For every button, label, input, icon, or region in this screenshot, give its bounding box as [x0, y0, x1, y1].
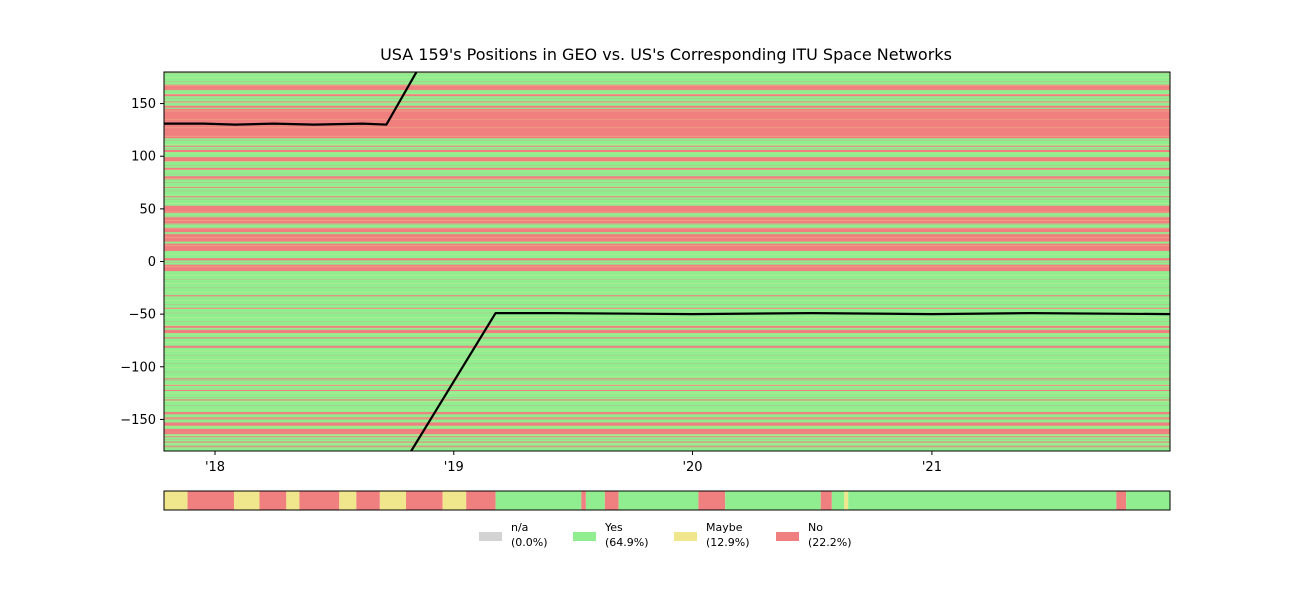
legend-pct-no: (22.2%)	[808, 536, 852, 549]
longitude-band	[164, 307, 1170, 309]
longitude-band	[164, 389, 1170, 391]
y-tick-label: −50	[129, 308, 156, 323]
longitude-band	[164, 234, 1170, 242]
longitude-band	[164, 264, 1170, 271]
longitude-band	[164, 157, 1170, 162]
status-strip-segment	[844, 491, 849, 510]
legend: n/a (0.0%) Yes (64.9%) Maybe (12.9%) No (22.2%)	[479, 521, 852, 549]
legend-pct-maybe: (12.9%)	[706, 536, 750, 549]
status-strip-segment	[1116, 491, 1127, 510]
longitude-band	[164, 441, 1170, 443]
x-tick-label: '18	[205, 460, 225, 475]
longitude-band	[164, 345, 1170, 348]
y-tick-label: −150	[120, 413, 156, 428]
longitude-band	[164, 329, 1170, 334]
status-strip-segment	[406, 491, 443, 510]
longitude-band	[164, 101, 1170, 103]
legend-swatch-yes	[573, 532, 596, 541]
status-strip-segment	[604, 491, 619, 510]
x-tick-label: '19	[444, 460, 464, 475]
longitude-band	[164, 186, 1170, 188]
status-strip-segment	[698, 491, 726, 510]
longitude-band	[164, 436, 1170, 438]
longitude-band	[164, 105, 1170, 108]
status-strip-segment	[233, 491, 260, 510]
status-strip	[164, 491, 1170, 510]
y-tick-label: 150	[131, 97, 156, 112]
longitude-band	[164, 417, 1170, 420]
position-line	[410, 312, 1170, 451]
longitude-band	[164, 176, 1170, 180]
status-strip-segment	[820, 491, 832, 510]
longitude-band	[164, 84, 1170, 90]
legend-label-yes: Yes	[604, 521, 623, 534]
longitude-band	[164, 94, 1170, 97]
status-strip-segment	[442, 491, 467, 510]
longitude-band	[164, 325, 1170, 328]
longitude-band	[164, 399, 1170, 401]
status-strip-segment	[466, 491, 496, 510]
status-strip-segment	[1126, 491, 1170, 510]
y-tick-label: 50	[139, 202, 156, 217]
status-strip-segment	[848, 491, 1117, 510]
position-line	[164, 72, 418, 126]
longitude-band	[164, 227, 1170, 233]
status-strip-segment	[581, 491, 586, 510]
longitude-band	[164, 258, 1170, 261]
status-strip-segment	[259, 491, 287, 510]
position-lines	[164, 72, 1170, 451]
x-tick-label: '20	[682, 460, 702, 475]
status-strip-segment	[495, 491, 582, 510]
longitude-band	[164, 422, 1170, 426]
status-strip-segment	[356, 491, 380, 510]
chart-title: USA 159's Positions in GEO vs. US's Corr…	[380, 45, 952, 64]
y-tick-label: −100	[120, 360, 156, 375]
x-tick-label: '21	[922, 460, 942, 475]
longitude-status-bands	[164, 84, 1170, 447]
status-strip-frame	[163, 490, 1171, 511]
y-tick-label: 0	[148, 255, 156, 270]
y-axis: 150 100 50 0 −50 −100 −150	[120, 97, 164, 428]
longitude-band	[164, 243, 1170, 251]
longitude-band	[164, 196, 1170, 198]
longitude-band	[164, 384, 1170, 386]
legend-swatch-maybe	[674, 532, 697, 541]
longitude-band	[164, 295, 1170, 297]
status-strip-segment	[379, 491, 407, 510]
legend-label-na: n/a	[511, 521, 528, 534]
status-strip-segment	[831, 491, 845, 510]
longitude-band	[164, 217, 1170, 224]
legend-swatch-no	[776, 532, 799, 541]
x-axis: '18 '19 '20 '21	[205, 451, 942, 475]
status-strip-segment	[187, 491, 234, 510]
legend-pct-yes: (64.9%)	[605, 536, 649, 549]
status-strip-segment	[299, 491, 340, 510]
longitude-band	[164, 205, 1170, 214]
longitude-band	[164, 378, 1170, 380]
longitude-band	[164, 337, 1170, 339]
status-strip-segment	[725, 491, 821, 510]
longitude-band	[164, 167, 1170, 170]
longitude-band	[164, 445, 1170, 447]
legend-swatch-na	[479, 532, 502, 541]
legend-label-no: No	[808, 521, 823, 534]
main-plot-area	[163, 71, 1171, 452]
longitude-band	[164, 412, 1170, 415]
y-tick-label: 100	[131, 150, 156, 165]
status-strip-segment	[585, 491, 605, 510]
status-strip-segment	[164, 491, 188, 510]
longitude-band	[164, 149, 1170, 153]
longitude-band	[164, 428, 1170, 435]
status-strip-segment	[618, 491, 699, 510]
legend-label-maybe: Maybe	[706, 521, 743, 534]
status-strip-segment	[339, 491, 357, 510]
longitude-band	[164, 145, 1170, 147]
legend-pct-na: (0.0%)	[511, 536, 548, 549]
status-strip-segment	[286, 491, 300, 510]
